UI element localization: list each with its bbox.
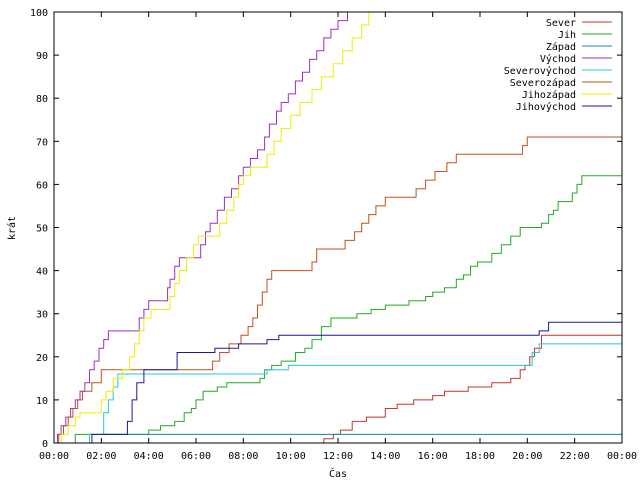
series-line	[54, 12, 348, 444]
y-tick-label: 100	[30, 8, 48, 19]
y-tick-label: 0	[42, 439, 48, 450]
x-tick-label: 18:00	[465, 451, 495, 462]
y-axis: 0 10 20 30 40 50 60 70 80 90 100	[30, 8, 622, 450]
y-tick-label: 70	[36, 137, 48, 148]
series-line	[54, 12, 370, 444]
y-tick-label: 50	[36, 224, 48, 235]
y-tick-label: 80	[36, 94, 48, 105]
x-tick-label: 04:00	[134, 451, 164, 462]
x-tick-label: 12:00	[323, 451, 353, 462]
series-line	[54, 136, 622, 444]
y-tick-label: 90	[36, 51, 48, 62]
x-tick-label: 14:00	[370, 451, 400, 462]
series-line	[319, 334, 622, 444]
series-line	[68, 175, 622, 444]
x-tick-label: 06:00	[181, 451, 211, 462]
y-tick-label: 20	[36, 353, 48, 364]
series-line	[89, 321, 622, 444]
legend: SeverJihZápadVýchodSeverovýchodSeverozáp…	[504, 18, 612, 113]
legend-label: Severovýchod	[504, 65, 576, 77]
x-tick-label: 20:00	[512, 451, 542, 462]
series-line	[87, 433, 622, 444]
x-tick-label: 22:00	[560, 451, 590, 462]
series-line	[87, 343, 622, 444]
y-tick-label: 60	[36, 180, 48, 191]
y-axis-label: krát	[6, 216, 18, 240]
x-tick-label: 00:00	[39, 451, 69, 462]
y-tick-label: 40	[36, 267, 48, 278]
legend-label: Jihovýchod	[516, 101, 576, 113]
x-axis-label: Čas	[329, 467, 347, 480]
x-tick-label: 08:00	[228, 451, 258, 462]
legend-label: Západ	[546, 41, 576, 53]
legend-label: Jihozápad	[522, 89, 576, 101]
legend-label: Východ	[540, 53, 576, 65]
y-tick-label: 30	[36, 310, 48, 321]
y-tick-label: 10	[36, 396, 48, 407]
legend-label: Severozápad	[510, 77, 576, 89]
x-tick-label: 10:00	[276, 451, 306, 462]
x-axis: 00:00 02:00 04:00 06:00 08:00 10:00 12:00 14:00…	[39, 12, 637, 462]
x-tick-label: 02:00	[86, 451, 116, 462]
x-tick-label: 00:00	[607, 451, 637, 462]
legend-label: Sever	[546, 18, 576, 29]
legend-label: Jih	[558, 30, 576, 41]
x-tick-label: 16:00	[418, 451, 448, 462]
